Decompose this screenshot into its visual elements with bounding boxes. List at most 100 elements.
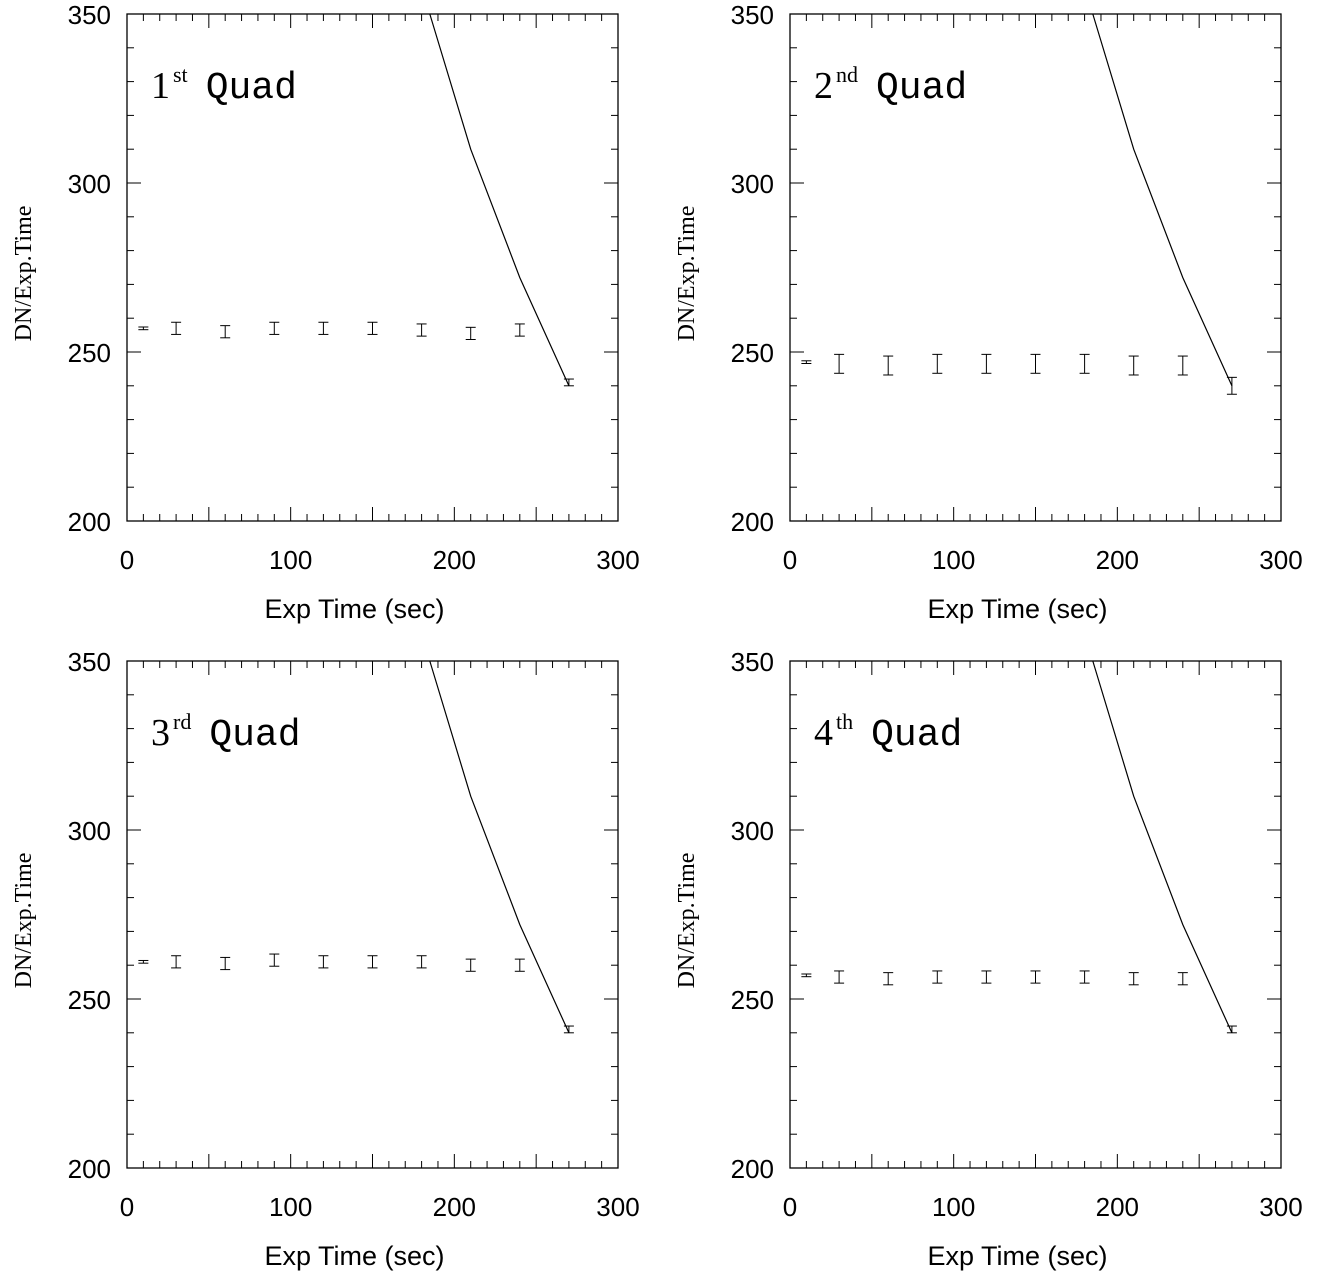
x-tick-label: 100: [932, 545, 975, 575]
data-point: [318, 321, 329, 335]
chart-panel-3: 0 100 200 300 200 250 300 350 Exp Time (sec) DN/E…: [11, 647, 640, 1271]
y-tick-label: 350: [68, 647, 111, 677]
model-curve: [429, 660, 570, 1034]
data-point: [883, 355, 894, 376]
x-tick-label: 300: [596, 1192, 639, 1222]
x-tick-label: 0: [783, 545, 797, 575]
y-axis-label: DN/Exp.Time: [11, 853, 37, 989]
data-point: [932, 970, 943, 984]
x-tick-label: 200: [433, 1192, 476, 1222]
x-tick-label: 200: [1096, 545, 1139, 575]
panel-label-word: Quad: [871, 714, 962, 757]
x-tick-label: 300: [1259, 545, 1302, 575]
data-point: [171, 955, 182, 969]
y-tick-label: 350: [731, 0, 774, 30]
y-tick-label: 250: [731, 338, 774, 368]
data-point: [834, 353, 845, 374]
plot-frame: [126, 660, 619, 1169]
y-axis-label: DN/Exp.Time: [11, 206, 37, 342]
x-tick-label: 0: [120, 545, 134, 575]
x-tick-label: 100: [269, 1192, 312, 1222]
data-point: [416, 955, 427, 969]
data-point: [171, 321, 182, 335]
data-point: [801, 973, 812, 978]
data-point: [883, 972, 894, 986]
data-point: [1128, 355, 1139, 376]
x-axis-label: Exp Time (sec): [927, 594, 1107, 624]
x-tick-label: 200: [433, 545, 476, 575]
data-point: [981, 970, 992, 984]
x-axis-label: Exp Time (sec): [264, 594, 444, 624]
y-tick-label: 300: [731, 816, 774, 846]
x-tick-label: 0: [783, 1192, 797, 1222]
y-axis-label: DN/Exp.Time: [674, 853, 700, 989]
x-axis-label: Exp Time (sec): [264, 1241, 444, 1271]
data-point: [1030, 353, 1041, 374]
panel-label-number: 4: [814, 712, 833, 754]
y-tick-label: 300: [731, 169, 774, 199]
x-axis-label: Exp Time (sec): [927, 1241, 1107, 1271]
chart-panel-4: 0 100 200 300 200 250 300 350 Exp Time (sec) DN/E…: [674, 647, 1303, 1271]
model-curve: [1092, 13, 1233, 387]
data-point: [465, 958, 476, 972]
data-point: [1030, 970, 1041, 984]
model-curve: [429, 13, 570, 387]
data-point: [416, 323, 427, 337]
y-tick-label: 200: [68, 507, 111, 537]
y-tick-label: 350: [68, 0, 111, 30]
data-point: [834, 970, 845, 984]
data-point: [1079, 353, 1090, 374]
data-point: [1079, 970, 1090, 984]
data-point: [318, 955, 329, 969]
x-tick-label: 0: [120, 1192, 134, 1222]
y-tick-label: 250: [68, 985, 111, 1015]
data-point: [1128, 972, 1139, 986]
y-tick-label: 350: [731, 647, 774, 677]
model-curve: [1092, 660, 1233, 1034]
data-point: [1177, 972, 1188, 986]
data-point: [1177, 355, 1188, 376]
data-point: [220, 325, 231, 339]
x-tick-label: 100: [269, 545, 312, 575]
data-point: [367, 955, 378, 969]
data-point: [514, 958, 525, 972]
panel-label-suffix: st: [173, 62, 188, 87]
y-tick-label: 200: [68, 1154, 111, 1184]
y-tick-label: 200: [731, 507, 774, 537]
data-point: [801, 360, 812, 364]
y-tick-label: 250: [68, 338, 111, 368]
data-point: [138, 326, 149, 331]
chart-panel-2: 0 100 200 300 200 250 300 350 Exp Time (sec) DN/E…: [674, 0, 1303, 624]
data-point: [981, 353, 992, 374]
data-point: [269, 953, 280, 967]
y-axis-label: DN/Exp.Time: [674, 206, 700, 342]
data-point: [514, 323, 525, 337]
data-point: [269, 321, 280, 335]
plot-frame: [789, 13, 1282, 522]
x-tick-label: 200: [1096, 1192, 1139, 1222]
chart-panel-1: 0 100 200 300 200 250 300 350 Exp Time (sec) DN/E…: [11, 0, 640, 624]
data-point: [220, 956, 231, 971]
y-tick-label: 300: [68, 169, 111, 199]
x-tick-label: 300: [1259, 1192, 1302, 1222]
x-tick-label: 300: [596, 545, 639, 575]
panel-label-word: Quad: [876, 67, 967, 110]
data-point: [138, 959, 149, 964]
plot-frame: [126, 13, 619, 522]
panel-label-number: 3: [151, 712, 170, 754]
panel-label-number: 2: [814, 65, 833, 107]
panel-label-word: Quad: [206, 67, 297, 110]
y-tick-label: 300: [68, 816, 111, 846]
x-tick-label: 100: [932, 1192, 975, 1222]
y-tick-label: 200: [731, 1154, 774, 1184]
panel-label-suffix: rd: [173, 709, 191, 734]
panel-label-suffix: th: [836, 709, 853, 734]
plot-frame: [789, 660, 1282, 1169]
data-point: [932, 353, 943, 374]
data-point: [367, 321, 378, 335]
